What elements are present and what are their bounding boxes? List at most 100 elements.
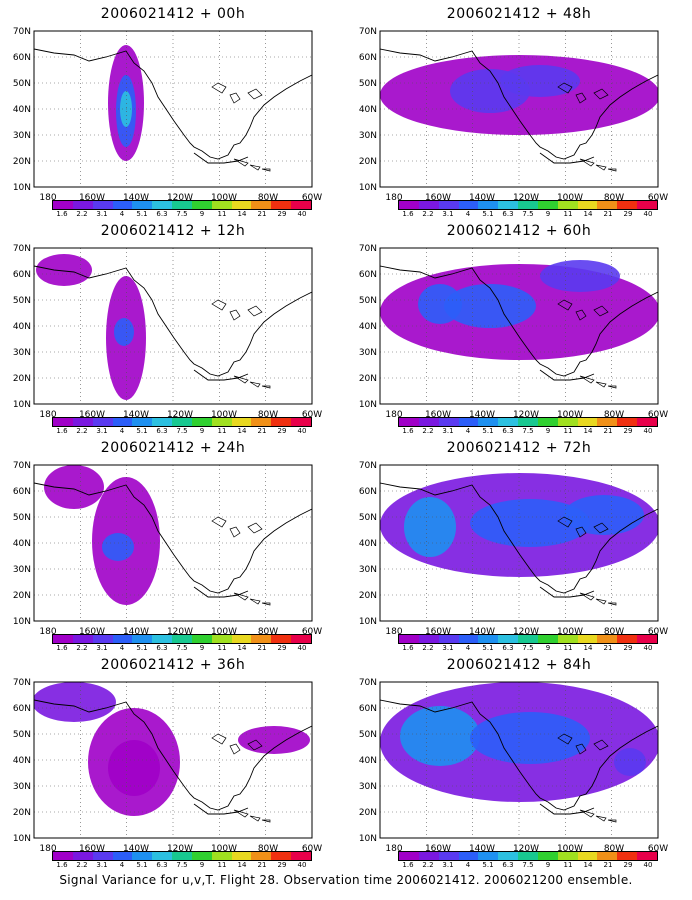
- lat-tick-label: 60N: [359, 270, 377, 280]
- lon-tick-label: 140W: [469, 193, 495, 203]
- colorbar-swatch: [191, 418, 212, 426]
- colorbar-label: 5.1: [136, 644, 148, 652]
- variance-field: [108, 740, 160, 796]
- lat-tick-label: 10N: [359, 834, 377, 844]
- lon-tick-label: 80W: [258, 410, 278, 420]
- colorbar-swatch: [112, 635, 133, 643]
- lon-tick-label: 120W: [513, 193, 539, 203]
- lon-tick-label: 100W: [557, 844, 583, 854]
- colorbar-swatch: [191, 201, 212, 209]
- colorbar-swatch: [152, 418, 173, 426]
- colorbar-label: 7.5: [522, 644, 534, 652]
- colorbar-label: 4: [119, 644, 125, 652]
- lat-tick-label: 50N: [359, 730, 377, 740]
- colorbar-label: 29: [623, 210, 633, 218]
- panel-title: 2006021412 + 48h: [446, 6, 592, 22]
- colorbar-swatch: [251, 635, 272, 643]
- colorbar-label: 1.6: [56, 210, 68, 218]
- lat-tick-label: 30N: [359, 131, 377, 141]
- lat-tick-label: 70N: [359, 461, 377, 471]
- colorbar-label: 9: [545, 210, 551, 218]
- variance-field: [418, 284, 462, 324]
- colorbar-label: 7.5: [522, 427, 534, 435]
- colorbar-swatch: [518, 635, 538, 643]
- lon-tick-label: 120W: [513, 410, 539, 420]
- colorbar-swatch: [637, 852, 657, 860]
- colorbar-swatch: [72, 418, 93, 426]
- colorbar-swatch: [418, 201, 439, 209]
- colorbar-swatch: [112, 418, 133, 426]
- colorbar-label: 21: [257, 644, 267, 652]
- colorbar-swatch: [637, 635, 657, 643]
- lat-tick-label: 60N: [359, 704, 377, 714]
- colorbar-label: 1.6: [56, 427, 68, 435]
- lon-tick-label: 100W: [211, 844, 237, 854]
- colorbar-swatch: [577, 418, 598, 426]
- colorbar-label: 3.1: [96, 427, 108, 435]
- colorbar-label: 3.1: [96, 210, 108, 218]
- lon-tick-label: 100W: [211, 627, 237, 637]
- lat-tick-label: 70N: [359, 27, 377, 37]
- colorbar-label: 5.1: [482, 427, 494, 435]
- lat-tick-label: 30N: [13, 782, 31, 792]
- colorbar-label: 9: [545, 861, 551, 869]
- colorbar-swatch: [617, 852, 638, 860]
- colorbar-label: 40: [297, 210, 307, 218]
- colorbar: 1.6 2.2 3.1 4 5.1 6.3 7.5 9 11 14 21 29 40: [398, 634, 658, 656]
- colorbar-label: 29: [623, 427, 633, 435]
- colorbar-label: 1.6: [56, 644, 68, 652]
- map-frame: [33, 247, 313, 405]
- colorbar-label: 29: [623, 861, 633, 869]
- colorbar-swatch: [498, 852, 519, 860]
- colorbar-label: 5.1: [482, 644, 494, 652]
- colorbar-label: 4: [465, 644, 471, 652]
- colorbar-swatch: [271, 635, 292, 643]
- colorbar-swatch: [251, 201, 272, 209]
- colorbar-swatch: [271, 418, 292, 426]
- colorbar-label: 14: [583, 210, 593, 218]
- coastline: [34, 265, 312, 377]
- colorbar-swatch: [518, 201, 538, 209]
- colorbar-label: 4: [465, 861, 471, 869]
- colorbar-label: 6.3: [502, 210, 514, 218]
- lat-tick-label: 20N: [359, 157, 377, 167]
- variance-field: [444, 284, 536, 328]
- colorbar: 1.6 2.2 3.1 4 5.1 6.3 7.5 9 11 14 21 29 40: [398, 417, 658, 439]
- lon-tick-label: 160W: [425, 844, 451, 854]
- lat-tick-label: 60N: [13, 53, 31, 63]
- colorbar-label: 7.5: [176, 210, 188, 218]
- lat-tick-label: 50N: [13, 730, 31, 740]
- colorbar-swatch: [498, 635, 519, 643]
- lat-tick-label: 40N: [359, 322, 377, 332]
- colorbar-label: 5.1: [482, 861, 494, 869]
- colorbar-swatch: [191, 635, 212, 643]
- map-panel-00h: 2006021412 + 00h 70N 60N 50N 40N 30N 20N 10N 180…: [0, 0, 346, 225]
- colorbar-label: 3.1: [442, 861, 454, 869]
- map-panel-36h: 2006021412 + 36h 70N 60N 50N 40N 30N 20N 10N 180…: [0, 651, 346, 876]
- colorbar-label: 9: [199, 427, 205, 435]
- lat-tick-label: 10N: [13, 617, 31, 627]
- map-panel-24h: 2006021412 + 24h 70N 60N 50N 40N 30N 20N 10N 180…: [0, 434, 346, 659]
- colorbar-swatch: [92, 852, 113, 860]
- colorbar-swatch: [438, 418, 459, 426]
- colorbar-label: 21: [603, 861, 613, 869]
- variance-field: [36, 254, 92, 286]
- colorbar-label: 7.5: [522, 861, 534, 869]
- lon-tick-label: 100W: [557, 410, 583, 420]
- colorbar-label: 6.3: [502, 644, 514, 652]
- colorbar-swatch: [597, 852, 618, 860]
- lon-tick-label: 80W: [258, 627, 278, 637]
- colorbar-swatch: [617, 418, 638, 426]
- lat-tick-label: 60N: [13, 704, 31, 714]
- lat-tick-label: 50N: [359, 513, 377, 523]
- colorbar-swatch: [418, 635, 439, 643]
- lat-tick-label: 70N: [13, 461, 31, 471]
- lat-tick-label: 40N: [359, 105, 377, 115]
- variance-field: [102, 533, 134, 561]
- map-panel-12h: 2006021412 + 12h 70N 60N 50N 40N 30N 20N 10N 180…: [0, 217, 346, 442]
- colorbar-swatch: [418, 418, 439, 426]
- panel-title: 2006021412 + 36h: [100, 657, 246, 673]
- colorbar-label: 40: [297, 644, 307, 652]
- colorbar-label: 7.5: [176, 644, 188, 652]
- colorbar-swatch: [478, 635, 499, 643]
